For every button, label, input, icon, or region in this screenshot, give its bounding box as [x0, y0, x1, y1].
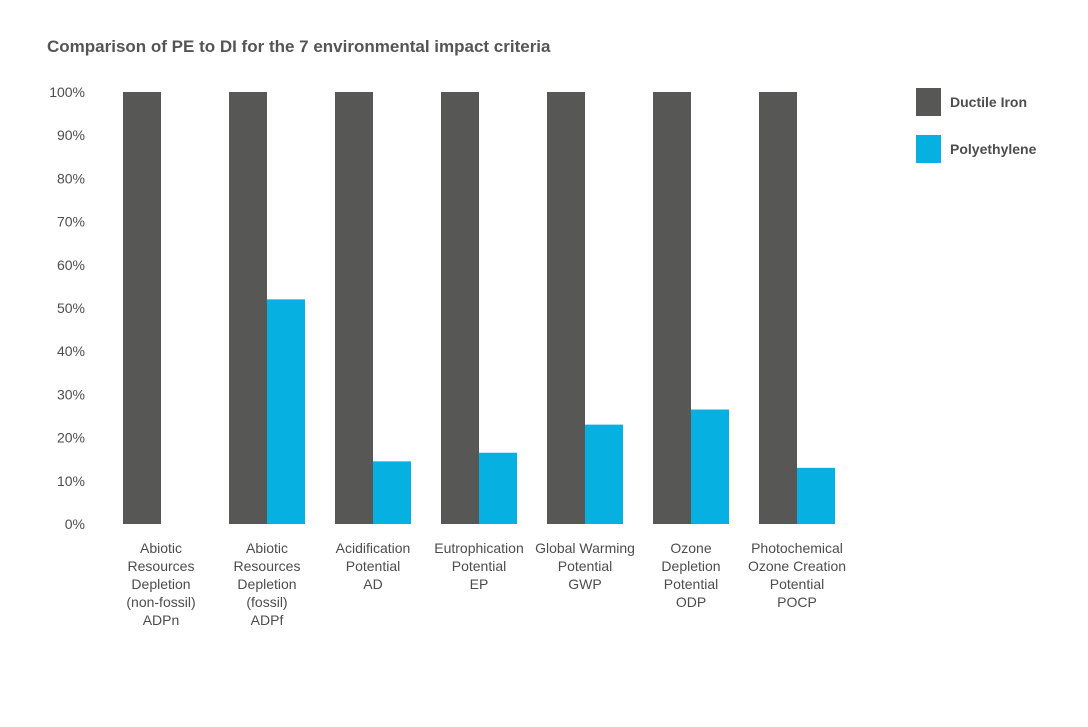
- x-category-label: Abiotic Resources Depletion (fossil) ADPf: [234, 540, 301, 628]
- x-category-label-line: ADPf: [251, 612, 284, 628]
- bar-polyethylene[interactable]: [797, 467, 835, 524]
- x-category-label-line: (non-fossil): [126, 594, 195, 610]
- bar-ductile-iron[interactable]: [335, 92, 373, 524]
- legend-swatch-ductile-iron: [916, 88, 941, 116]
- x-category-label-line: Ozone Creation: [748, 558, 846, 574]
- y-tick-label: 20%: [57, 430, 85, 446]
- x-category-label-line: Depletion: [661, 558, 720, 574]
- x-category-label: Abiotic Resources Depletion (non-fossil) ADP…: [126, 540, 195, 628]
- x-category-label-line: GWP: [568, 576, 601, 592]
- x-category-label-line: Depletion: [131, 576, 190, 592]
- x-category-label-line: ODP: [676, 594, 706, 610]
- chart-title: Comparison of PE to DI for the 7 environ…: [47, 37, 551, 56]
- bar-ductile-iron[interactable]: [441, 92, 479, 524]
- x-category-label-line: Acidification: [336, 540, 411, 556]
- y-tick-label: 80%: [57, 170, 85, 186]
- y-tick-label: 10%: [57, 473, 85, 489]
- y-axis: 0% 10% 20% 30% 40% 50% 60% 70% 80% 90% 100%: [49, 84, 85, 532]
- x-category-label-line: Potential: [770, 576, 824, 592]
- legend-item-ductile-iron[interactable]: Ductile Iron: [916, 88, 1036, 116]
- x-category-label-line: Potential: [558, 558, 612, 574]
- x-category-label: Acidification Potential AD: [336, 540, 411, 592]
- x-category-label-line: AD: [363, 576, 382, 592]
- legend: Ductile Iron Polyethylene: [916, 88, 1036, 182]
- bar-ductile-iron[interactable]: [229, 92, 267, 524]
- x-category-label: Photochemical Ozone Creation Potential POCP: [748, 540, 846, 610]
- y-tick-label: 50%: [57, 300, 85, 316]
- x-category-label-line: POCP: [777, 594, 817, 610]
- bars: [123, 92, 835, 524]
- bar-polyethylene[interactable]: [691, 409, 729, 524]
- x-axis: Abiotic Resources Depletion (non-fossil) ADP…: [126, 540, 846, 628]
- bar-ductile-iron[interactable]: [653, 92, 691, 524]
- x-category-label-line: Global Warming: [535, 540, 635, 556]
- bar-polyethylene[interactable]: [267, 299, 305, 524]
- x-category-label-line: Ozone: [670, 540, 711, 556]
- y-tick-label: 60%: [57, 257, 85, 273]
- y-tick-label: 0%: [65, 516, 85, 532]
- x-category-label-line: Abiotic: [140, 540, 182, 556]
- legend-label-ductile-iron: Ductile Iron: [950, 94, 1028, 110]
- x-category-label-line: Abiotic: [246, 540, 288, 556]
- x-category-label-line: Depletion: [237, 576, 296, 592]
- y-tick-label: 90%: [57, 127, 85, 143]
- bar-ductile-iron[interactable]: [547, 92, 585, 524]
- bar-ductile-iron[interactable]: [759, 92, 797, 524]
- y-tick-label: 100%: [49, 84, 85, 100]
- bar-polyethylene[interactable]: [479, 452, 517, 524]
- bar-ductile-iron[interactable]: [123, 92, 161, 524]
- x-category-label-line: Resources: [234, 558, 301, 574]
- x-category-label-line: Potential: [452, 558, 506, 574]
- x-category-label-line: Eutrophication: [434, 540, 524, 556]
- x-category-label-line: Resources: [128, 558, 195, 574]
- x-category-label: Global Warming Potential GWP: [535, 540, 635, 592]
- legend-item-polyethylene[interactable]: Polyethylene: [916, 135, 1036, 163]
- x-category-label-line: Potential: [346, 558, 400, 574]
- y-tick-label: 30%: [57, 386, 85, 402]
- bar-polyethylene[interactable]: [373, 461, 411, 524]
- legend-label-polyethylene: Polyethylene: [950, 141, 1037, 157]
- x-category-label-line: Photochemical: [751, 540, 843, 556]
- x-category-label: Eutrophication Potential EP: [434, 540, 524, 592]
- legend-swatch-polyethylene: [916, 135, 941, 163]
- x-category-label-line: (fossil): [246, 594, 287, 610]
- bar-polyethylene[interactable]: [585, 424, 623, 524]
- y-tick-label: 40%: [57, 343, 85, 359]
- y-tick-label: 70%: [57, 214, 85, 230]
- x-category-label-line: ADPn: [143, 612, 180, 628]
- x-category-label: Ozone Depletion Potential ODP: [661, 540, 720, 610]
- x-category-label-line: EP: [470, 576, 489, 592]
- x-category-label-line: Potential: [664, 576, 718, 592]
